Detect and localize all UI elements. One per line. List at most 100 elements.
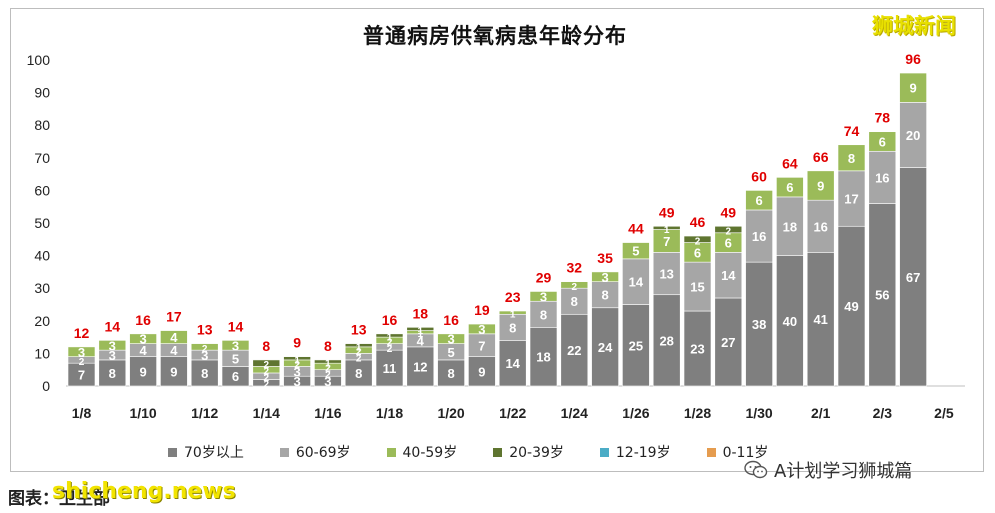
segment-value-label: 6 bbox=[232, 369, 239, 384]
segment-value-label: 2 bbox=[264, 380, 270, 391]
bar-segment bbox=[221, 340, 250, 351]
bar-segment bbox=[375, 333, 404, 338]
legend-swatch bbox=[168, 447, 177, 457]
x-tick-label: 2/1 bbox=[811, 405, 831, 421]
legend-item: 0-11岁 bbox=[706, 442, 768, 462]
segment-value-label: 3 bbox=[109, 348, 116, 363]
x-tick-label: 1/14 bbox=[253, 405, 280, 421]
segment-value-label: 49 bbox=[844, 299, 858, 314]
total-value-label: 16 bbox=[135, 312, 151, 328]
y-tick-label: 20 bbox=[34, 313, 50, 329]
legend-label: 20-39岁 bbox=[509, 445, 564, 461]
segment-value-label: 16 bbox=[752, 229, 766, 244]
bar-segment bbox=[560, 281, 589, 289]
y-tick-label: 100 bbox=[27, 52, 51, 68]
bar-segment bbox=[498, 340, 527, 387]
segment-value-label: 2 bbox=[325, 370, 331, 381]
total-value-label: 78 bbox=[875, 110, 891, 126]
segment-value-label: 5 bbox=[232, 351, 239, 366]
legend-swatch bbox=[599, 447, 609, 457]
segment-value-label: 2 bbox=[264, 360, 270, 371]
chart-title: 普通病房供氧病患年龄分布 bbox=[363, 24, 627, 48]
bar-segment bbox=[868, 150, 897, 204]
total-value-label: 16 bbox=[382, 312, 398, 328]
segment-value-label: 8 bbox=[201, 366, 208, 381]
segment-value-label: 2 bbox=[79, 357, 85, 368]
total-value-label: 44 bbox=[628, 221, 644, 237]
bar-segment bbox=[468, 356, 496, 387]
segment-value-label: 25 bbox=[629, 338, 643, 353]
segment-value-label: 3 bbox=[293, 364, 300, 379]
total-value-label: 60 bbox=[751, 168, 767, 184]
legend-swatch bbox=[386, 447, 396, 457]
segment-value-label: 67 bbox=[906, 270, 920, 285]
bar-segment bbox=[714, 297, 743, 387]
segment-value-label: 16 bbox=[813, 219, 827, 234]
legend-item: 20-39岁 bbox=[493, 442, 564, 462]
segment-value-label: 41 bbox=[813, 312, 827, 327]
segment-value-label: 1 bbox=[387, 332, 393, 343]
bar-segment bbox=[806, 199, 835, 253]
legend-item: 60-69岁 bbox=[279, 442, 351, 462]
x-tick-label: 2/3 bbox=[873, 405, 893, 421]
total-value-label: 8 bbox=[324, 338, 332, 354]
segment-value-label: 3 bbox=[540, 289, 547, 304]
total-value-label: 64 bbox=[782, 155, 798, 171]
x-tick-label: 1/16 bbox=[314, 405, 341, 421]
segment-value-label: 4 bbox=[139, 343, 147, 358]
total-value-label: 8 bbox=[262, 338, 270, 354]
segment-value-label: 3 bbox=[324, 374, 331, 389]
bar-segment bbox=[406, 327, 435, 331]
bar-segment bbox=[498, 310, 527, 315]
wechat-account: A计划学习狮城篇 bbox=[744, 457, 912, 483]
y-tick-label: 50 bbox=[34, 215, 50, 231]
x-tick-label: 1/30 bbox=[745, 405, 772, 421]
segment-value-label: 8 bbox=[355, 366, 362, 381]
legend-label: 40-59岁 bbox=[402, 445, 458, 461]
segment-value-label: 5 bbox=[632, 244, 639, 259]
segment-value-label: 3 bbox=[201, 348, 208, 363]
segment-value-label: 18 bbox=[783, 219, 797, 234]
segment-value-label: 8 bbox=[447, 366, 454, 381]
segment-value-label: 1 bbox=[325, 359, 331, 370]
legend-swatch bbox=[706, 447, 716, 457]
segment-value-label: 2 bbox=[264, 373, 270, 384]
y-tick-label: 70 bbox=[34, 150, 50, 166]
segment-value-label: 3 bbox=[293, 374, 300, 389]
segment-value-label: 8 bbox=[509, 320, 516, 335]
segment-value-label: 38 bbox=[752, 317, 766, 332]
watermark-logo: 狮城新闻 bbox=[872, 14, 956, 38]
segment-value-label: 17 bbox=[844, 192, 858, 207]
bar-segment bbox=[806, 170, 835, 201]
bar-segment bbox=[899, 167, 927, 387]
segment-value-label: 3 bbox=[139, 332, 146, 347]
segment-value-label: 40 bbox=[783, 314, 797, 329]
segment-value-label: 13 bbox=[659, 267, 673, 282]
segment-value-label: 16 bbox=[875, 170, 889, 185]
bar-segment bbox=[683, 310, 712, 387]
segment-value-label: 3 bbox=[232, 338, 239, 353]
total-value-label: 9 bbox=[293, 335, 301, 351]
segment-value-label: 12 bbox=[413, 359, 427, 374]
total-value-label: 23 bbox=[505, 289, 521, 305]
bar-segment bbox=[622, 242, 650, 260]
segment-value-label: 2 bbox=[572, 282, 578, 293]
bar-segment bbox=[406, 346, 435, 387]
segment-value-label: 8 bbox=[540, 307, 547, 322]
segment-value-label: 18 bbox=[536, 350, 550, 365]
x-tick-label: 1/22 bbox=[499, 405, 526, 421]
segment-value-label: 14 bbox=[629, 275, 644, 290]
site-watermark: shicheng.news bbox=[52, 479, 236, 504]
y-tick-label: 90 bbox=[34, 85, 50, 101]
segment-value-label: 22 bbox=[567, 343, 581, 358]
bar-segment bbox=[837, 225, 866, 387]
segment-value-label: 11 bbox=[383, 361, 397, 376]
legend-item: 70岁以上 bbox=[168, 442, 244, 462]
total-value-label: 46 bbox=[690, 214, 706, 230]
segment-value-label: 8 bbox=[109, 366, 116, 381]
segment-value-label: 6 bbox=[725, 236, 732, 251]
segment-value-label: 1 bbox=[418, 326, 424, 337]
segment-value-label: 7 bbox=[478, 338, 485, 353]
x-tick-label: 1/12 bbox=[191, 405, 218, 421]
